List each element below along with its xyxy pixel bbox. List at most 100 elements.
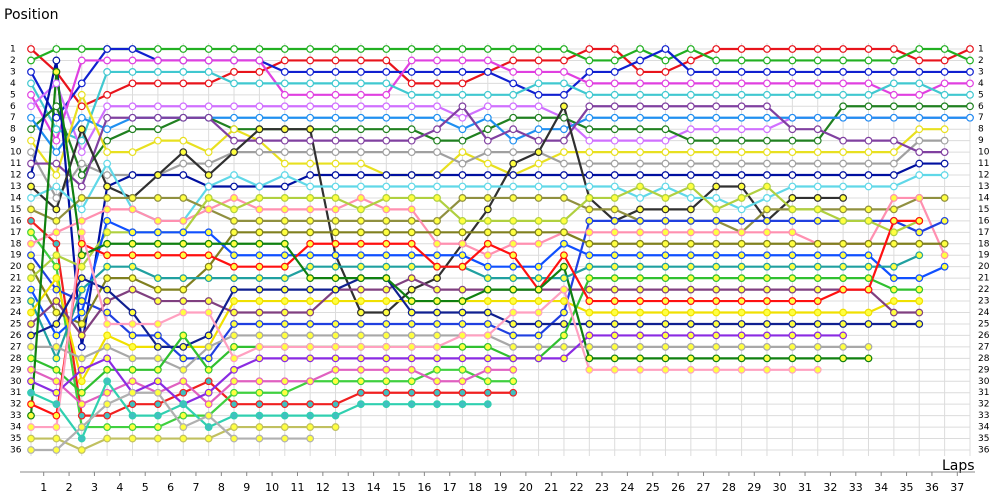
- position-marker: [357, 45, 365, 53]
- position-marker: [813, 262, 822, 271]
- x-tick-label: 28: [722, 481, 736, 494]
- position-marker: [77, 228, 86, 237]
- position-marker: [357, 182, 365, 191]
- position-marker: [331, 136, 340, 145]
- position-marker: [788, 216, 797, 225]
- position-marker: [636, 159, 644, 168]
- position-marker: [839, 239, 848, 248]
- position-marker: [204, 388, 213, 397]
- position-marker: [382, 45, 391, 53]
- x-tick-label: 29: [747, 481, 761, 494]
- position-marker: [306, 205, 315, 214]
- y-tick-label: 1: [10, 45, 16, 55]
- position-marker: [407, 125, 416, 134]
- position-marker: [27, 434, 35, 443]
- position-marker: [27, 216, 35, 225]
- position-marker: [940, 262, 949, 271]
- position-marker: [128, 262, 137, 271]
- y-tick-label-right: 1: [978, 45, 984, 55]
- position-marker: [77, 388, 86, 397]
- position-marker: [103, 354, 112, 363]
- x-tick-label: 3: [91, 481, 98, 494]
- position-marker: [458, 331, 467, 340]
- position-marker: [255, 262, 264, 271]
- position-marker: [103, 68, 112, 76]
- position-marker: [204, 205, 213, 214]
- position-marker: [737, 205, 746, 214]
- position-marker: [483, 102, 492, 111]
- position-marker: [255, 102, 264, 111]
- position-marker: [788, 90, 797, 99]
- position-marker: [636, 102, 644, 111]
- position-marker: [280, 45, 289, 53]
- position-marker: [230, 354, 238, 363]
- position-marker: [230, 113, 238, 122]
- position-marker: [889, 159, 898, 168]
- position-marker: [52, 308, 61, 317]
- position-marker: [483, 400, 492, 409]
- series-line: [29, 254, 920, 360]
- position-marker: [737, 148, 746, 157]
- y-tick-label: 11: [10, 159, 21, 169]
- position-marker: [204, 308, 213, 317]
- position-marker: [813, 171, 822, 179]
- position-marker: [839, 79, 848, 88]
- position-marker: [77, 297, 86, 305]
- position-marker: [407, 331, 416, 340]
- position-marker: [306, 45, 315, 53]
- position-marker: [763, 171, 771, 179]
- position-marker: [204, 251, 213, 260]
- position-marker: [382, 331, 391, 340]
- position-marker: [280, 423, 289, 431]
- position-marker: [458, 251, 467, 260]
- position-marker: [560, 297, 568, 305]
- position-marker: [534, 45, 543, 53]
- position-marker: [52, 182, 61, 191]
- position-marker: [788, 205, 797, 214]
- position-marker: [103, 251, 112, 260]
- position-marker: [27, 331, 35, 340]
- y-axis-title: Position: [4, 7, 59, 23]
- position-marker: [712, 90, 721, 99]
- position-marker: [585, 274, 594, 283]
- position-marker: [483, 285, 492, 294]
- position-marker: [331, 171, 340, 179]
- position-marker: [255, 342, 264, 351]
- position-marker: [585, 285, 594, 294]
- position-marker: [610, 45, 619, 53]
- position-marker: [763, 182, 771, 191]
- y-tick-label: 10: [10, 148, 22, 158]
- position-marker: [77, 400, 86, 409]
- position-marker: [103, 239, 112, 248]
- position-marker: [813, 274, 822, 283]
- position-marker: [966, 102, 974, 111]
- position-marker: [864, 274, 873, 283]
- position-marker: [382, 400, 391, 409]
- position-marker: [712, 239, 721, 248]
- position-marker: [560, 320, 568, 328]
- position-marker: [585, 205, 594, 214]
- position-marker: [610, 125, 619, 134]
- position-marker: [407, 342, 416, 351]
- position-marker: [585, 354, 594, 363]
- position-marker: [864, 354, 873, 363]
- position-marker: [52, 113, 61, 122]
- position-marker: [103, 423, 112, 431]
- position-marker: [585, 136, 594, 145]
- position-marker: [306, 320, 315, 328]
- position-marker: [940, 68, 949, 76]
- position-marker: [763, 262, 771, 271]
- position-marker: [483, 159, 492, 168]
- position-marker: [813, 56, 822, 65]
- x-tick-label: 35: [900, 481, 914, 494]
- position-marker: [864, 113, 873, 122]
- position-marker: [103, 102, 112, 111]
- position-marker: [382, 216, 391, 225]
- x-tick-label: 25: [646, 481, 660, 494]
- position-marker: [331, 182, 340, 191]
- position-marker: [560, 262, 568, 271]
- position-marker: [763, 194, 771, 202]
- position-marker: [788, 365, 797, 374]
- y-tick-label: 21: [10, 274, 21, 284]
